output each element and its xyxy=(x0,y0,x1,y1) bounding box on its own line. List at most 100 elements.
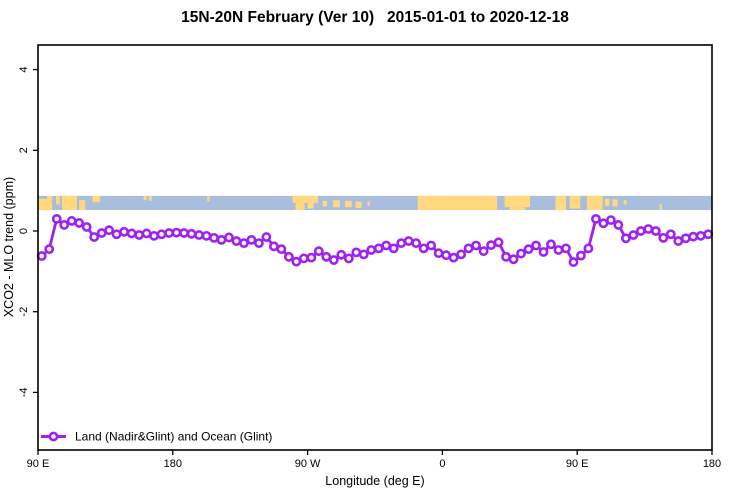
data-point xyxy=(463,243,474,254)
data-point xyxy=(231,236,242,246)
data-point xyxy=(650,226,661,236)
data-point xyxy=(531,240,541,251)
land-patch xyxy=(509,207,525,211)
y-tick-label: -2 xyxy=(18,307,30,317)
data-point xyxy=(546,239,556,250)
data-point xyxy=(351,247,362,258)
data-point xyxy=(224,232,234,243)
data-point xyxy=(81,222,92,232)
x-tick-label: 180 xyxy=(703,458,721,470)
y-tick-label: 2 xyxy=(18,147,30,153)
land-patch xyxy=(79,200,86,211)
land-patch xyxy=(207,195,210,202)
data-point xyxy=(456,249,467,260)
data-point xyxy=(171,227,182,238)
data-point xyxy=(403,236,414,246)
y-tick-label: 0 xyxy=(18,228,30,234)
data-point xyxy=(216,234,227,245)
data-point xyxy=(561,243,571,254)
land-patch xyxy=(55,195,60,205)
land-patch xyxy=(307,202,314,209)
data-series xyxy=(36,213,714,267)
land-patch xyxy=(92,195,101,203)
land-patch xyxy=(367,201,370,206)
x-axis-ticks: 90 E 180 90 W 0 90 E 180 xyxy=(27,450,721,470)
land-patch xyxy=(143,195,147,201)
chart-title: 15N-20N February (Ver 10) 2015-01-01 to … xyxy=(181,9,569,26)
data-point xyxy=(478,246,489,257)
data-point xyxy=(209,232,219,243)
data-point xyxy=(186,228,197,239)
y-tick-label: 4 xyxy=(18,67,30,73)
data-point xyxy=(261,232,272,242)
land-patch xyxy=(569,195,581,209)
data-series-line xyxy=(40,217,710,264)
data-point xyxy=(276,244,287,255)
data-point xyxy=(306,252,317,263)
data-point xyxy=(104,225,115,236)
land-patch xyxy=(292,195,319,203)
data-point xyxy=(66,216,77,226)
data-point xyxy=(418,243,429,254)
data-point xyxy=(51,213,62,224)
land-patch xyxy=(46,195,53,199)
land-patch xyxy=(333,200,340,208)
data-point xyxy=(254,238,264,249)
y-axis-ticks: 4 2 0 -2 -4 xyxy=(18,67,38,397)
data-point xyxy=(486,240,496,251)
x-tick-label: 180 xyxy=(164,458,182,470)
legend: Land (Nadir&Glint) and Ocean (Glint) xyxy=(41,430,272,444)
data-point xyxy=(149,230,159,241)
data-point xyxy=(141,228,152,239)
data-point xyxy=(583,243,594,254)
data-point xyxy=(658,232,669,243)
data-point xyxy=(134,230,144,240)
data-point xyxy=(538,247,549,257)
data-point xyxy=(126,228,137,239)
data-point xyxy=(396,238,407,249)
data-point xyxy=(553,245,564,255)
plot-border xyxy=(37,44,713,451)
data-point xyxy=(620,233,631,244)
data-point xyxy=(703,229,714,240)
land-patch xyxy=(345,200,352,208)
data-point xyxy=(74,218,85,228)
data-point xyxy=(179,228,189,238)
data-point xyxy=(119,226,130,237)
data-point xyxy=(628,230,639,240)
data-point xyxy=(321,251,332,262)
land-patch xyxy=(604,198,610,206)
data-point xyxy=(591,213,601,224)
land-patch xyxy=(38,198,53,211)
data-point xyxy=(598,218,609,229)
data-point xyxy=(501,251,511,262)
land-patch xyxy=(355,201,362,208)
data-point xyxy=(516,248,526,259)
data-point xyxy=(111,229,122,240)
x-axis-label: Longitude (deg E) xyxy=(325,474,425,488)
data-point xyxy=(576,250,586,261)
data-point xyxy=(508,254,519,265)
data-point xyxy=(606,215,616,226)
data-point xyxy=(568,257,579,267)
data-point xyxy=(156,229,167,240)
data-point xyxy=(411,238,422,249)
data-point xyxy=(665,229,676,240)
data-point xyxy=(336,249,347,260)
data-point xyxy=(680,233,691,244)
land-patch xyxy=(504,195,531,208)
x-tick-label: 90 E xyxy=(566,458,589,470)
land-patch xyxy=(659,204,662,211)
data-point xyxy=(343,253,354,264)
data-point xyxy=(373,243,384,254)
data-point xyxy=(388,243,399,254)
data-point xyxy=(313,246,324,257)
ocean-strip xyxy=(38,195,712,211)
data-point xyxy=(298,253,309,264)
data-point xyxy=(201,230,212,241)
legend-label: Land (Nadir&Glint) and Ocean (Glint) xyxy=(75,430,272,444)
land-patch xyxy=(417,195,498,211)
land-patch xyxy=(61,195,77,211)
